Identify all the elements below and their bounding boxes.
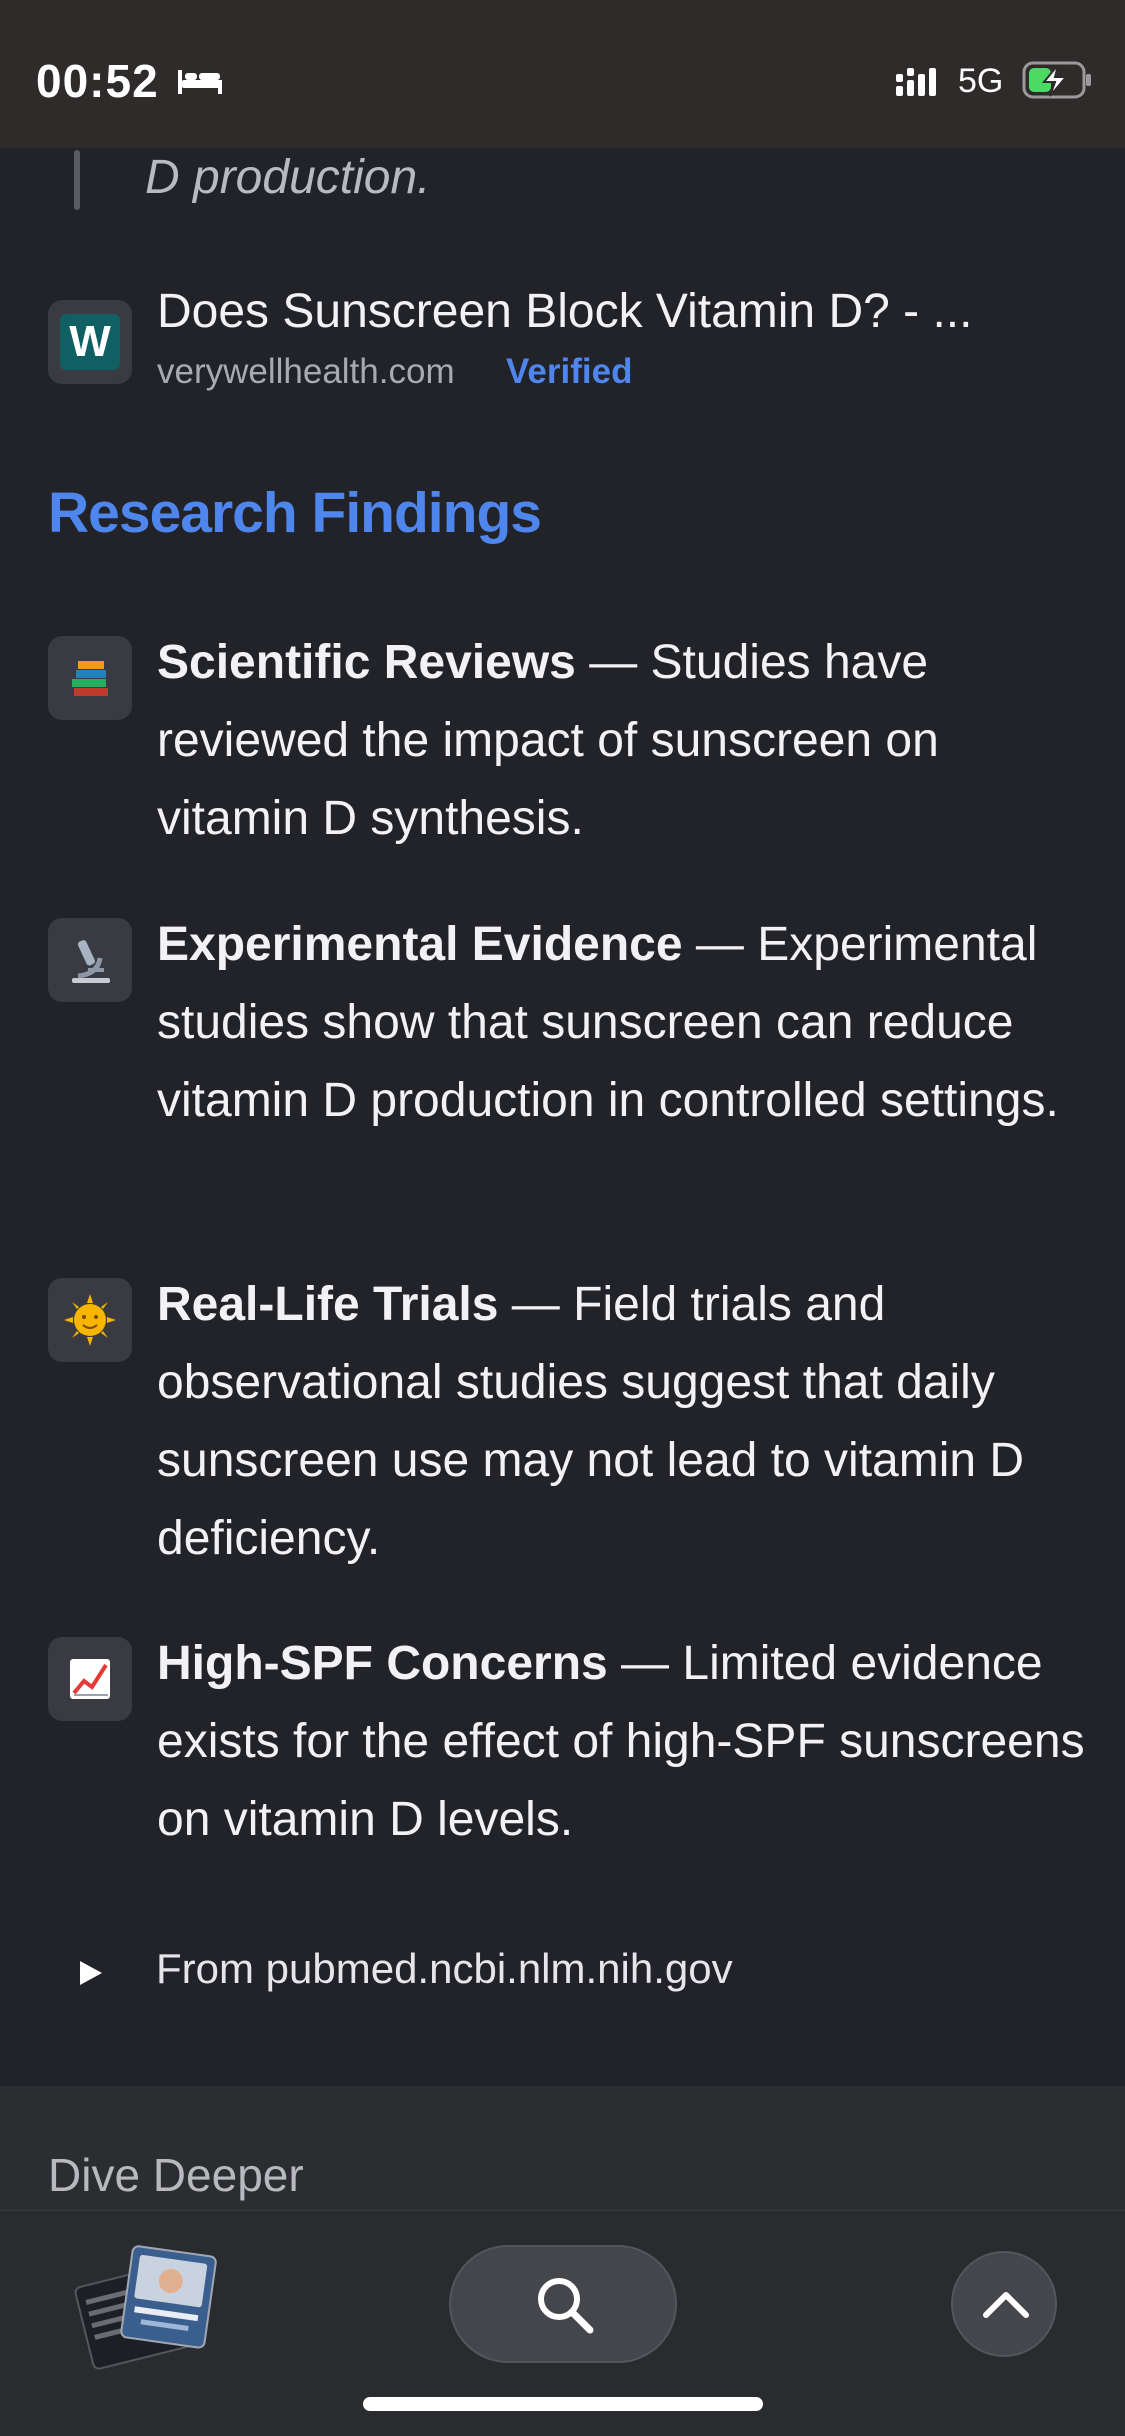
finding-title: High-SPF Concerns (157, 1637, 608, 1690)
battery-charging-icon (1022, 61, 1091, 99)
verified-badge: Verified (506, 352, 633, 391)
search-icon (538, 2278, 594, 2334)
source-domain: verywellhealth.com (157, 352, 455, 391)
dive-deeper-heading: Dive Deeper (48, 2149, 304, 2201)
sun-icon (48, 1278, 132, 1362)
finding-title: Scientific Reviews (157, 636, 576, 689)
from-source-label[interactable]: From pubmed.ncbi.nlm.nih.gov (156, 1945, 733, 1992)
scroll-top-button[interactable] (951, 2251, 1057, 2357)
site-favicon: W (48, 300, 132, 384)
microscope-icon (48, 918, 132, 1002)
status-time: 00:52 (36, 55, 159, 107)
finding-text: — Studies have reviewed the impact of su… (157, 636, 939, 845)
source-title[interactable]: Does Sunscreen Block Vitamin D? - ... (157, 285, 973, 338)
finding-title: Experimental Evidence (157, 918, 683, 971)
bed-icon (178, 70, 222, 94)
triangle-right-icon (80, 1961, 102, 1985)
finding-text: — Experimental studies show that sunscre… (157, 918, 1059, 1127)
quote-text: D production. (145, 151, 431, 204)
search-button[interactable] (449, 2245, 677, 2363)
books-icon (48, 636, 132, 720)
tab-thumbnail[interactable] (74, 2241, 224, 2381)
signal-icon (896, 68, 936, 96)
network-label: 5G (958, 62, 1004, 100)
quote-bar (74, 150, 80, 210)
home-indicator[interactable] (363, 2397, 763, 2411)
chevron-up-icon (983, 2292, 1029, 2318)
finding-text: — Limited evidence exists for the effect… (157, 1637, 1085, 1846)
site-favicon-letter: W (60, 314, 120, 370)
section-heading: Research Findings (48, 481, 542, 545)
finding-text: — Field trials and observational studies… (157, 1278, 1025, 1565)
source-card[interactable]: W Does Sunscreen Block Vitamin D? - ... … (48, 282, 1078, 392)
status-bar: 00:52 5G (0, 0, 1125, 148)
finding-title: Real-Life Trials (157, 1278, 499, 1331)
chart-increasing-icon (48, 1637, 132, 1721)
